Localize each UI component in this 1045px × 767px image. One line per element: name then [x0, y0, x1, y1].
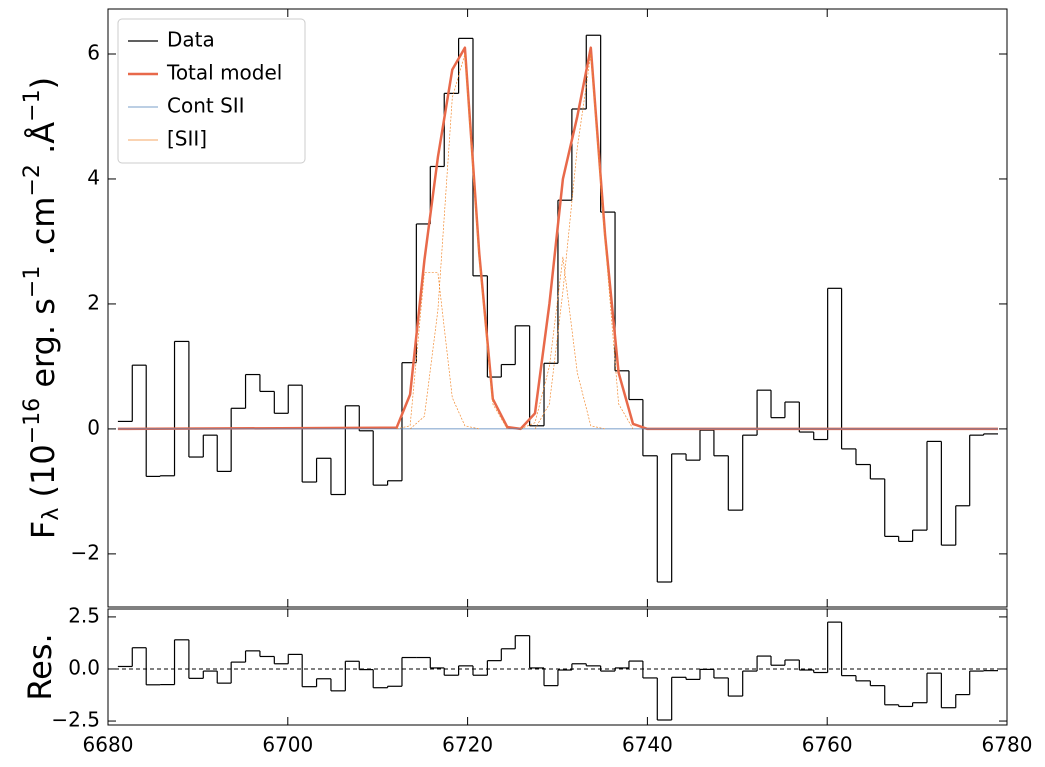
- y-axis-label-part: erg. s: [24, 298, 62, 398]
- legend-label: Data: [167, 28, 215, 52]
- x-tick-label: 6720: [442, 733, 493, 757]
- x-tick-label: 6700: [262, 733, 313, 757]
- legend-box: [117, 18, 306, 164]
- y-axis-label: Fλ (10−16 erg. s−1 .cm−2 .Å−1): [20, 77, 64, 539]
- y-tick-label: −2: [71, 540, 100, 564]
- y-tick-label: 6: [87, 40, 100, 64]
- y-tick-label: 4: [87, 165, 100, 189]
- x-tick-label: 6760: [802, 733, 853, 757]
- axes-frame: [107, 608, 1008, 726]
- legend-label: Total model: [166, 61, 282, 85]
- y-tick-label: −2.5: [51, 708, 100, 732]
- y-axis-label-part: .cm: [24, 197, 62, 266]
- x-tick-label: 6680: [83, 733, 134, 757]
- axes-frame: [107, 8, 1008, 608]
- y-axis-label-part: F: [24, 521, 62, 539]
- x-tick-label: 6740: [622, 733, 673, 757]
- y-tick-label: 2: [87, 290, 100, 314]
- y-axis-label-part: (10: [24, 444, 62, 507]
- y-axis-label-part: −1: [20, 89, 45, 121]
- x-tick-label: 6780: [982, 733, 1033, 757]
- y-tick-label: 0: [87, 415, 100, 439]
- y-axis-label-part: −2: [20, 164, 45, 196]
- y-tick-label: 2.5: [68, 603, 100, 627]
- legend-label: [SII]: [167, 127, 207, 151]
- y-axis-label-part: −16: [20, 398, 45, 444]
- line: [396, 53, 634, 430]
- y-axis-label-part: λ: [39, 508, 64, 521]
- y-axis-label: Res.: [21, 633, 59, 700]
- legend: Data Total model Cont SII [SII]: [117, 18, 306, 164]
- y-tick-label: 0.0: [68, 655, 100, 679]
- legend-label: Cont SII: [167, 94, 245, 118]
- y-axis-label-part: .Å: [24, 122, 62, 164]
- y-axis-label-part: −1: [20, 266, 45, 298]
- y-axis-label-part: ): [24, 77, 62, 89]
- y-axis-label-part: Res.: [21, 633, 59, 700]
